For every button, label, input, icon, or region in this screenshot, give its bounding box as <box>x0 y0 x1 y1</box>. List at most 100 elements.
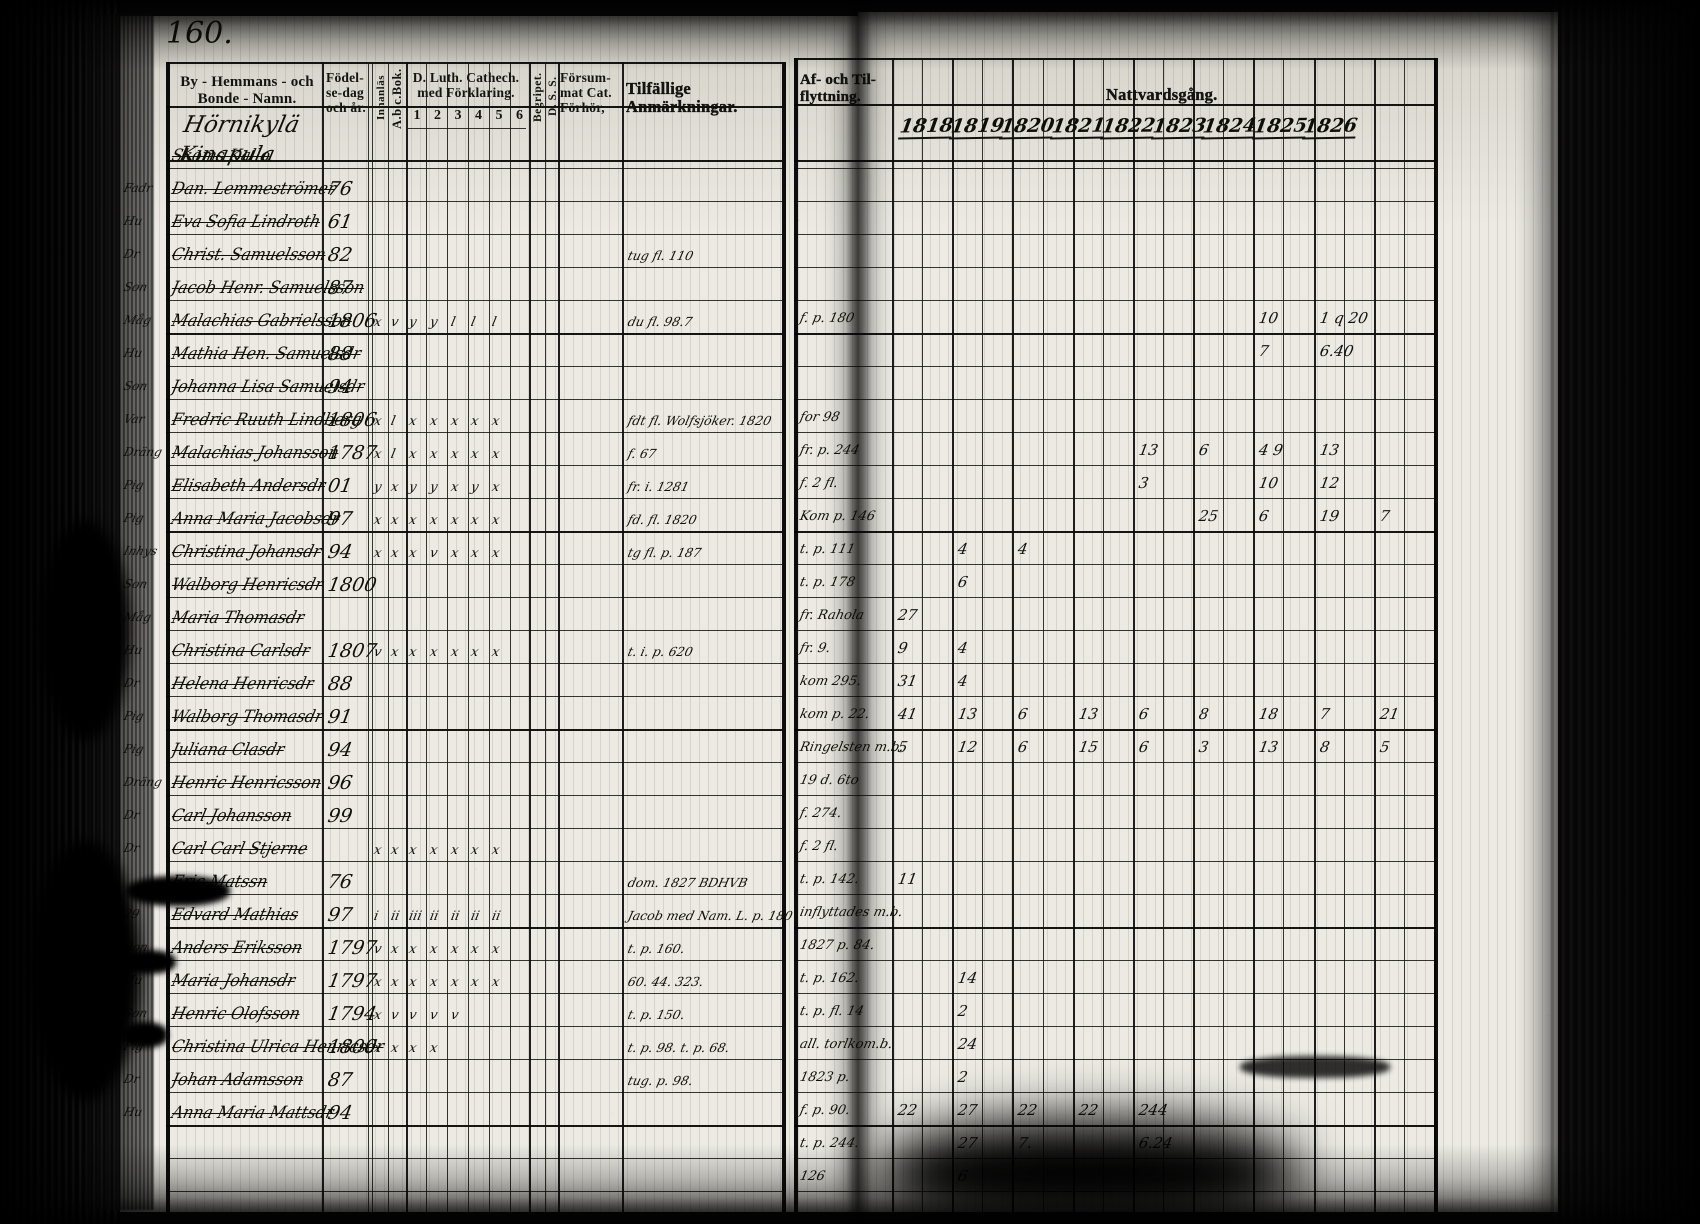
header-forsummat-line3: Förhör, <box>560 100 605 116</box>
row-rule <box>166 762 782 763</box>
column-rule <box>406 62 408 1212</box>
communion-count: 10 <box>1257 309 1281 327</box>
page-number: 160. <box>166 16 233 51</box>
right-page-sheet <box>858 12 1558 1212</box>
row-rule <box>166 366 782 367</box>
header-names-line2: Bonde - Namn. <box>197 90 297 107</box>
cathech-subcolumn-5: 5 <box>495 108 503 123</box>
row-rule <box>794 828 1434 829</box>
table-row-name: Henric Henricsson <box>169 773 324 793</box>
column-rule <box>1132 58 1135 1212</box>
table-row-name: Christ. Samuelsson <box>169 245 328 265</box>
row-rule <box>794 531 1434 533</box>
row-rule <box>794 1092 1434 1093</box>
table-row-name: Juliana Clasdr <box>169 740 287 760</box>
row-rule <box>166 729 782 731</box>
table-row-remark: tg fl. p. 187 <box>626 545 703 560</box>
column-rule <box>447 62 448 1212</box>
row-rule <box>166 234 782 235</box>
row-rule <box>166 993 782 994</box>
table-row-remark: t. i. p. 620 <box>626 644 695 659</box>
communion-count: 18 <box>1257 705 1281 723</box>
book-gutter <box>846 0 872 1224</box>
communion-count: 22 <box>896 1101 919 1119</box>
table-row-remark: 60. 44. 323. <box>626 974 706 989</box>
row-rule <box>166 696 782 697</box>
column-rule <box>1012 58 1015 1212</box>
row-rule <box>794 894 1434 895</box>
column-rule <box>1253 58 1256 1212</box>
row-rule <box>166 630 782 631</box>
column-rule <box>1193 58 1196 1212</box>
edge-smudge-1 <box>40 520 130 740</box>
flyttning-note: 1823 p. <box>798 1070 852 1085</box>
header-birth-line1: Födel- <box>326 70 364 85</box>
year-header-1825: 1825 <box>1251 114 1309 140</box>
row-rule <box>166 663 782 664</box>
row-rule <box>166 62 782 64</box>
table-row-birthyear: 1797 <box>326 937 379 959</box>
table-row-remark: t. p. 160. <box>626 941 687 956</box>
table-row-name: Eva Sofia Lindroth <box>169 212 323 232</box>
table-row-birthyear: 94 <box>326 739 355 761</box>
row-rule <box>166 201 782 202</box>
header-abcbok: A.b.c.Bok. <box>390 68 404 130</box>
table-row-birthyear: 96 <box>326 772 355 794</box>
year-header-1819: 1819 <box>948 114 1006 140</box>
row-rule <box>794 366 1434 367</box>
column-rule <box>426 62 427 1212</box>
table-row-name: Christina Johansdr <box>169 542 324 562</box>
table-row-name: Anna Maria Jacobsdr <box>169 509 342 529</box>
cathech-subcolumn-1: 1 <box>413 108 421 123</box>
table-row-birthyear: 76 <box>326 871 355 893</box>
communion-count: 4 9 <box>1257 441 1285 459</box>
table-row-name: Anders Eriksson <box>169 938 305 958</box>
communion-count: 19 <box>1317 507 1341 525</box>
row-rule <box>166 168 782 169</box>
row-rule <box>794 762 1434 763</box>
header-dss: D. S. S. <box>547 76 559 116</box>
header-innanlas: Innanläs <box>375 75 387 121</box>
table-row-birthyear: 1806 <box>326 409 379 431</box>
column-rule <box>782 62 786 1212</box>
table-row-birthyear: 88 <box>326 673 355 695</box>
table-row-name: Henric Olofsson <box>169 1004 303 1024</box>
row-rule <box>166 828 782 829</box>
table-row-name: Johan Adamsson <box>169 1070 306 1090</box>
row-rule <box>166 1059 782 1060</box>
header-birth: Födel- se-dag och år. <box>326 70 374 115</box>
row-rule <box>166 432 782 433</box>
row-rule <box>166 960 782 961</box>
column-rule <box>529 62 531 1212</box>
row-rule <box>794 696 1434 697</box>
communion-count: 21 <box>1378 705 1401 723</box>
communion-count: 27 <box>896 606 919 624</box>
table-row-name: Maria Thomasdr <box>169 608 307 628</box>
communion-count: 27 <box>956 1101 979 1119</box>
row-rule <box>166 300 782 301</box>
flyttning-note: f. 274. <box>798 806 844 821</box>
communion-count: 13 <box>956 705 979 723</box>
header-forsummat-line1: Försum- <box>560 70 611 85</box>
row-rule <box>166 531 782 533</box>
communion-count: 31 <box>896 672 919 690</box>
row-rule <box>166 927 782 929</box>
table-row-birthyear: 94 <box>326 541 355 563</box>
communion-count: 25 <box>1197 507 1220 525</box>
ink-blot-1 <box>126 876 230 906</box>
table-row-name: Carl Carl Stjerne <box>169 839 310 859</box>
table-row-birthyear: 1800 <box>326 574 379 596</box>
table-row-remark: fd. fl. 1820 <box>626 512 699 527</box>
column-rule <box>1163 58 1164 1212</box>
table-row-remark: t. p. 98. t. p. 68. <box>626 1040 732 1055</box>
column-rule <box>545 62 546 1212</box>
row-rule <box>794 564 1434 565</box>
communion-count: 13 <box>1317 441 1341 459</box>
row-rule <box>794 160 1434 162</box>
header-cathech-line2: med Förklaring. <box>417 85 515 101</box>
table-row-birthyear: 1806 <box>326 310 379 332</box>
communion-count: 10 <box>1257 474 1281 492</box>
table-row-birthyear: 97 <box>326 508 355 530</box>
